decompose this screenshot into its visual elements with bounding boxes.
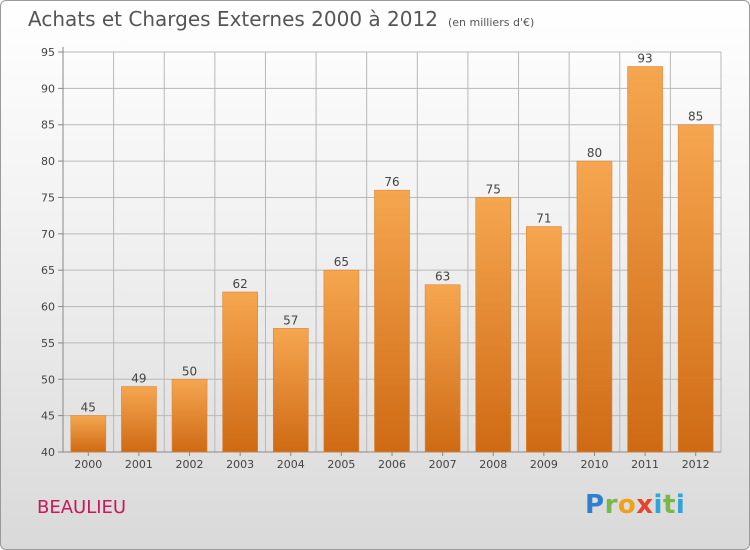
- y-tick-label: 55: [41, 337, 55, 350]
- x-tick-label-2010: 2010: [580, 458, 608, 471]
- x-tick-label-2008: 2008: [479, 458, 507, 471]
- x-tick-label-2005: 2005: [327, 458, 355, 471]
- data-label-2001: 49: [131, 372, 146, 386]
- y-tick-label: 70: [41, 228, 55, 241]
- bar-2003: [222, 291, 258, 453]
- data-label-2002: 50: [182, 364, 197, 378]
- x-tick-label-2003: 2003: [226, 458, 254, 471]
- data-label-2007: 63: [435, 270, 450, 284]
- bar-2007: [424, 284, 461, 453]
- bar-2000: [70, 415, 107, 453]
- data-label-2010: 80: [587, 146, 602, 160]
- bar-2008: [475, 197, 512, 453]
- y-tick-label: 60: [41, 301, 55, 314]
- bar-2012: [677, 124, 714, 453]
- x-tick-label-2002: 2002: [176, 458, 204, 471]
- y-tick-label: 40: [41, 446, 55, 459]
- bar-2005: [323, 269, 360, 453]
- bar-2001: [121, 386, 157, 453]
- data-label-2004: 57: [283, 313, 298, 327]
- bar-2010: [576, 160, 613, 453]
- bar-2006: [374, 189, 410, 453]
- data-label-2009: 71: [536, 212, 551, 226]
- data-label-2011: 93: [637, 52, 652, 66]
- data-label-2005: 65: [334, 255, 349, 269]
- x-tick-label-2012: 2012: [682, 458, 710, 471]
- x-tick-label-2009: 2009: [530, 458, 558, 471]
- y-tick-label: 45: [41, 410, 55, 423]
- y-tick-label: 50: [41, 373, 55, 386]
- data-label-2012: 85: [688, 110, 703, 124]
- proxiti-logo: Proxiti: [585, 490, 686, 520]
- x-tick-label-2006: 2006: [378, 458, 406, 471]
- y-tick-label: 75: [41, 191, 55, 204]
- chart-title: Achats et Charges Externes 2000 à 2012: [28, 7, 438, 31]
- bar-2002: [171, 378, 208, 453]
- data-label-2003: 62: [233, 277, 248, 291]
- y-tick-label: 65: [41, 264, 55, 277]
- y-tick-label: 85: [41, 119, 55, 132]
- x-tick-label-2004: 2004: [277, 458, 305, 471]
- y-tick-label: 90: [41, 82, 55, 95]
- x-tick-label-2007: 2007: [429, 458, 457, 471]
- commune-name: BEAULIEU: [37, 497, 127, 518]
- data-label-2008: 75: [486, 182, 501, 196]
- x-tick-label-2001: 2001: [125, 458, 153, 471]
- y-tick-label: 95: [41, 46, 55, 59]
- data-label-2006: 76: [384, 175, 399, 189]
- data-label-2000: 45: [81, 401, 96, 415]
- chart-subtitle: (en milliers d'€): [447, 16, 535, 29]
- x-tick-label-2000: 2000: [74, 458, 102, 471]
- bar-2011: [627, 66, 663, 453]
- bar-2009: [526, 226, 562, 453]
- chart-title-row: Achats et Charges Externes 2000 à 2012 (e…: [28, 7, 534, 31]
- y-tick-label: 80: [41, 155, 55, 168]
- bar-2004: [272, 328, 309, 453]
- x-tick-label-2011: 2011: [631, 458, 659, 471]
